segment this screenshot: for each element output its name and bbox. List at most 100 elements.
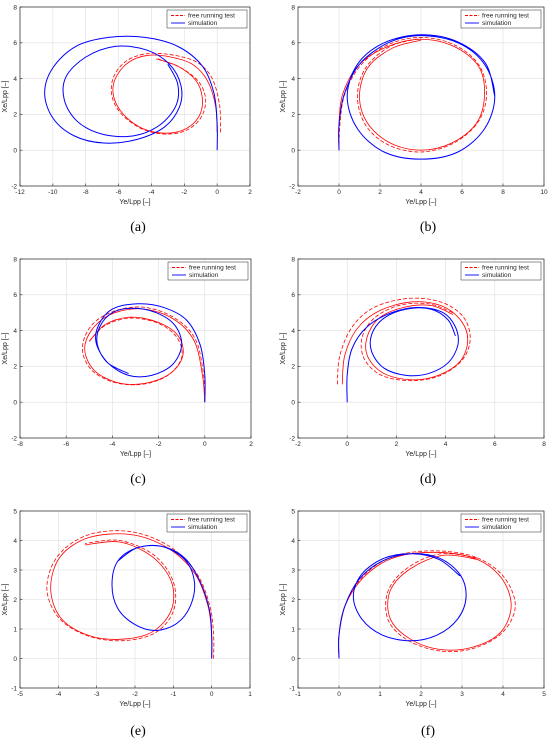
y-tick-label: -1	[289, 685, 295, 692]
y-tick-label: -2	[289, 183, 295, 190]
plot-frame	[19, 510, 251, 689]
x-tick-label: -8	[83, 189, 89, 196]
y-tick-label: 4	[13, 328, 17, 335]
plot-frame	[19, 6, 251, 187]
x-tick-label: 6	[493, 441, 497, 448]
x-tick-label: 4	[501, 691, 505, 698]
series-line-free-running-test	[110, 52, 221, 135]
legend-label: free running test	[188, 13, 235, 20]
y-tick-label: 6	[13, 292, 17, 299]
y-tick-label: 8	[291, 4, 295, 11]
x-tick-label: -3	[94, 691, 100, 698]
panel-caption: (c)	[130, 472, 146, 487]
legend-label: free running test	[188, 517, 235, 524]
y-axis-label: Xe/Lpp [–]	[280, 332, 287, 364]
x-axis-label: Ye/Lpp [–]	[119, 701, 150, 708]
y-tick-label: 0	[291, 656, 295, 663]
y-tick-label: 0	[291, 148, 295, 155]
plot-frame	[297, 258, 545, 439]
plot-frame	[19, 258, 252, 439]
x-tick-label: 4	[419, 189, 423, 196]
legend-box	[166, 9, 248, 29]
series-line-simulation	[111, 544, 213, 659]
x-tick-label: 2	[378, 189, 382, 196]
x-axis-label: Ye/Lpp [–]	[119, 199, 150, 206]
y-tick-label: 0	[13, 148, 17, 155]
series-line-free-running-test	[336, 297, 471, 385]
x-tick-label: -2	[132, 691, 138, 698]
series-line-simulation	[338, 553, 467, 659]
x-tick-label: 0	[337, 189, 341, 196]
legend-label: simulation	[482, 272, 512, 279]
y-tick-label: 6	[291, 292, 295, 299]
legend-label: simulation	[482, 20, 512, 27]
x-axis-label: Ye/Lpp [–]	[120, 451, 151, 458]
series-line-free-running-test	[341, 301, 469, 385]
x-tick-label: -1	[295, 691, 301, 698]
chart-panel-e: -5 -4 -3 -2 -1 0 1 -1 0 1 2 3 4 5 free running testsim…	[2, 508, 252, 739]
y-tick-label: 2	[291, 597, 295, 604]
x-tick-label: 8	[501, 189, 505, 196]
x-tick-label: -4	[149, 189, 155, 196]
x-tick-label: -6	[63, 441, 69, 448]
y-tick-label: 0	[291, 400, 295, 407]
legend-label: free running test	[189, 265, 236, 272]
legend-box	[460, 261, 542, 281]
y-tick-label: 2	[291, 364, 295, 371]
panel-caption: (f)	[421, 724, 435, 739]
legend-box	[166, 513, 248, 533]
x-tick-label: 0	[215, 189, 219, 196]
legend-label: simulation	[188, 524, 218, 531]
legend-label: free running test	[482, 517, 529, 524]
x-axis-label: Ye/Lpp [–]	[405, 701, 436, 708]
x-tick-label: 3	[460, 691, 464, 698]
x-tick-label: 2	[249, 441, 253, 448]
y-tick-label: -2	[289, 435, 295, 442]
x-tick-label: -2	[181, 189, 187, 196]
x-tick-label: -12	[15, 189, 25, 196]
x-tick-label: 0	[203, 441, 207, 448]
x-tick-label: -2	[156, 441, 162, 448]
panel-caption: (e)	[130, 724, 146, 739]
chart-panel-b: -2 0 2 4 6 8 10 -2 0 2 4 6 8 free running testsimulat…	[280, 4, 548, 235]
series-line-free-running-test	[338, 550, 516, 659]
series-line-free-running-test	[84, 308, 206, 403]
x-tick-label: 0	[337, 691, 341, 698]
legend-label: simulation	[188, 20, 218, 27]
series-line-free-running-test	[81, 306, 206, 403]
y-tick-label: 3	[13, 567, 17, 574]
x-tick-label: -10	[48, 189, 58, 196]
legend-label: simulation	[482, 524, 512, 531]
y-tick-label: 1	[291, 626, 295, 633]
x-tick-label: 1	[378, 691, 382, 698]
plot-area	[298, 259, 544, 438]
y-axis-label: Xe/Lpp [–]	[2, 80, 9, 112]
x-tick-label: 8	[542, 441, 546, 448]
x-tick-label: -2	[295, 441, 301, 448]
y-tick-label: 2	[13, 597, 17, 604]
y-tick-label: 2	[13, 364, 17, 371]
y-tick-label: 2	[291, 112, 295, 119]
y-tick-label: 3	[291, 567, 295, 574]
x-axis-label: Ye/Lpp [–]	[405, 451, 436, 458]
legend-label: free running test	[482, 13, 529, 20]
y-tick-label: 8	[13, 4, 17, 11]
y-tick-label: 5	[291, 508, 295, 515]
y-tick-label: 8	[291, 256, 295, 263]
chart-panel-f: -1 0 1 2 3 4 5 -1 0 1 2 3 4 5 free running testsimulat…	[280, 508, 546, 739]
y-axis-label: Xe/Lpp [–]	[2, 583, 9, 615]
x-tick-label: 5	[542, 691, 546, 698]
x-tick-label: 2	[395, 441, 399, 448]
y-tick-label: 4	[291, 328, 295, 335]
series-line-simulation	[44, 35, 218, 151]
x-tick-label: -2	[295, 189, 301, 196]
y-tick-label: 6	[291, 40, 295, 47]
y-tick-label: 0	[13, 400, 17, 407]
x-tick-label: 6	[460, 189, 464, 196]
